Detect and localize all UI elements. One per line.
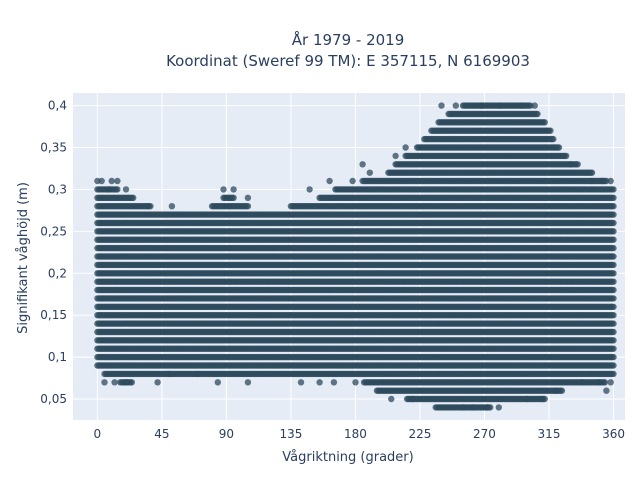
data-point [230, 194, 237, 201]
data-point [130, 194, 137, 201]
data-point [114, 186, 121, 193]
data-point [244, 203, 252, 210]
data-points [94, 102, 617, 411]
data-point [128, 379, 135, 386]
